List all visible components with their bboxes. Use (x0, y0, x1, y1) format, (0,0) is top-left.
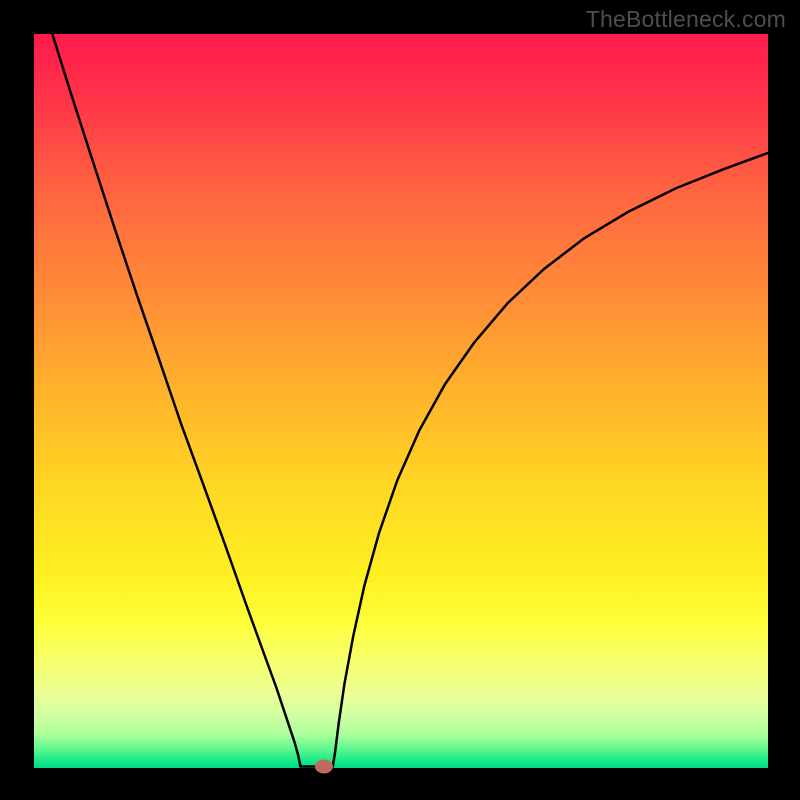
watermark-text: TheBottleneck.com (586, 6, 786, 33)
minimum-marker (315, 760, 333, 774)
plot-background (34, 34, 768, 768)
bottleneck-chart (0, 0, 800, 800)
chart-frame: TheBottleneck.com (0, 0, 800, 800)
